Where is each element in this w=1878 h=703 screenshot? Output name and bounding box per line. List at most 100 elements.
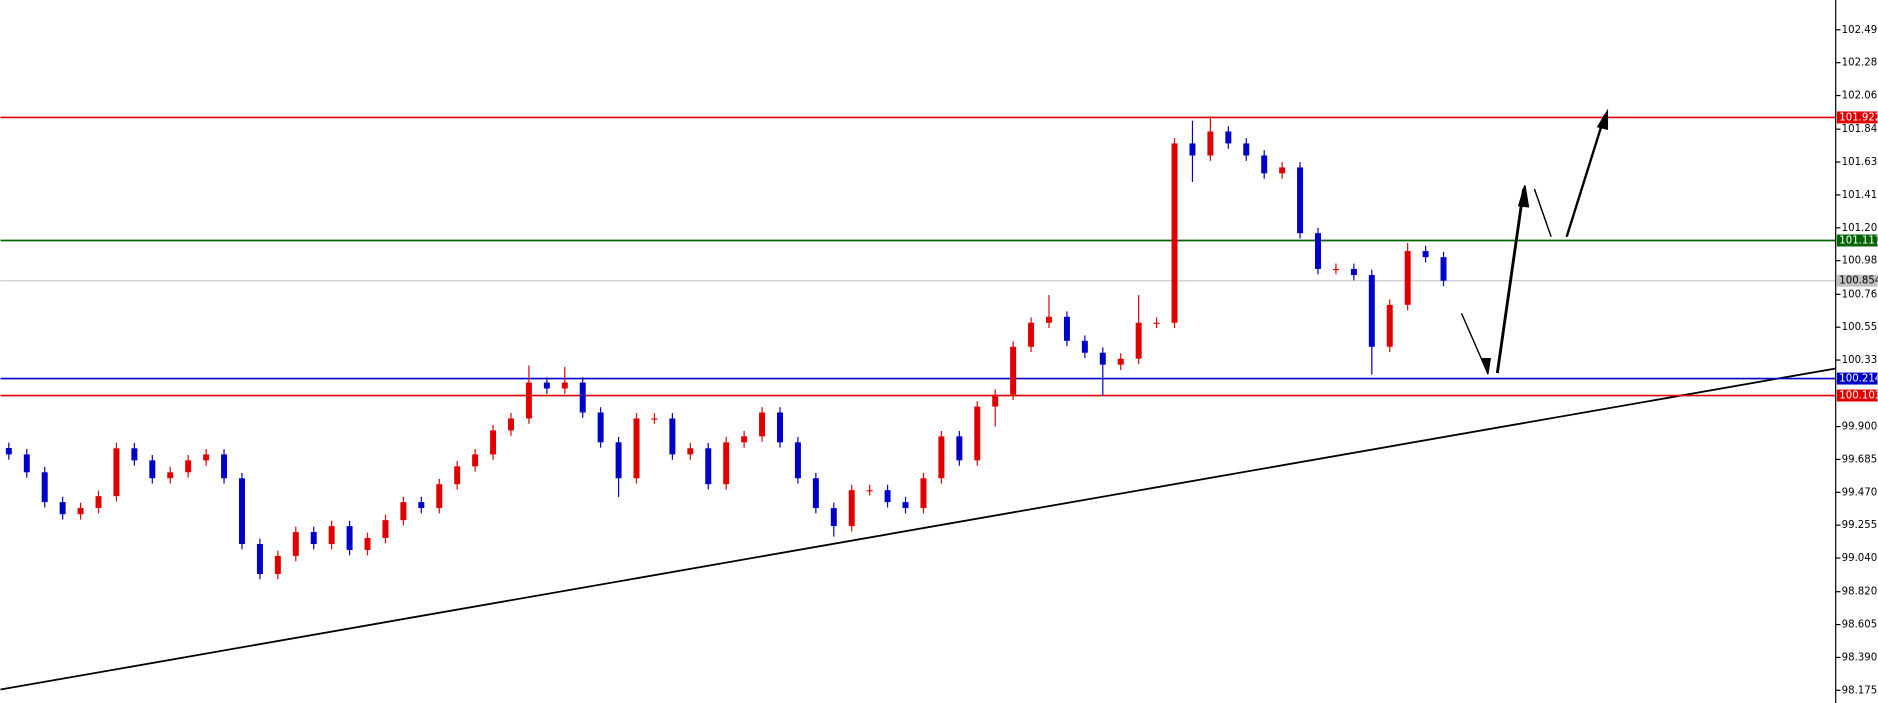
candle-body bbox=[1404, 251, 1411, 305]
candle-body bbox=[884, 490, 891, 503]
y-tick-label: 101.845 bbox=[1842, 124, 1878, 135]
candle-body bbox=[1225, 131, 1232, 144]
arrowhead bbox=[1517, 185, 1530, 208]
candle-body bbox=[1350, 268, 1357, 276]
y-tick-label: 100.765 bbox=[1842, 289, 1878, 300]
candle-body bbox=[238, 478, 245, 544]
candle-body bbox=[59, 502, 66, 515]
level-label-box bbox=[1836, 234, 1878, 247]
candle-body bbox=[956, 436, 963, 461]
candle-body bbox=[382, 520, 389, 539]
y-tick-label: 100.985 bbox=[1842, 256, 1878, 267]
candle-body bbox=[167, 472, 174, 479]
candle-body bbox=[310, 532, 317, 544]
level-label: 101.117 bbox=[1839, 236, 1878, 247]
candle-body bbox=[472, 454, 479, 467]
y-tick-label: 102.280 bbox=[1842, 58, 1878, 69]
candle-body bbox=[113, 448, 120, 497]
candle-body bbox=[454, 466, 461, 485]
candle-body bbox=[866, 490, 873, 492]
y-tick-label: 99.470 bbox=[1842, 487, 1878, 498]
candle-body bbox=[1081, 340, 1088, 353]
candle-body bbox=[1261, 155, 1268, 174]
candle-body bbox=[561, 382, 568, 389]
trend-line bbox=[0, 367, 1836, 691]
level-label-box bbox=[1836, 111, 1878, 124]
y-tick-label: 99.040 bbox=[1842, 553, 1878, 564]
candle-body bbox=[364, 538, 371, 550]
candle-body bbox=[723, 442, 730, 485]
candle-body bbox=[1332, 268, 1339, 271]
y-tick-label: 99.255 bbox=[1842, 520, 1878, 531]
y-tick-label: 98.390 bbox=[1842, 652, 1878, 663]
candle-body bbox=[203, 454, 210, 461]
candle-body bbox=[5, 447, 12, 455]
candle-body bbox=[687, 448, 694, 455]
y-tick-label: 101.415 bbox=[1842, 190, 1878, 201]
candle-body bbox=[759, 412, 766, 437]
candle-body bbox=[346, 526, 353, 550]
candle-body bbox=[794, 442, 801, 479]
level-label-box bbox=[1836, 389, 1878, 402]
y-tick-label: 98.820 bbox=[1842, 587, 1878, 598]
y-tick-label: 100.550 bbox=[1842, 322, 1878, 333]
candle-body bbox=[974, 406, 981, 461]
candle-body bbox=[615, 442, 622, 479]
candle-body bbox=[938, 436, 945, 479]
candle-body bbox=[41, 472, 48, 503]
candle-body bbox=[1171, 143, 1178, 323]
candle-body bbox=[1099, 352, 1106, 365]
candle-body bbox=[1386, 304, 1393, 347]
candle-body bbox=[328, 526, 335, 544]
candle-body bbox=[848, 490, 855, 527]
candle-body bbox=[95, 496, 102, 509]
candle-body bbox=[131, 448, 138, 461]
arrow-pullback bbox=[1533, 188, 1552, 237]
candle-body bbox=[812, 478, 819, 509]
candle-body bbox=[1135, 322, 1142, 359]
candle-body bbox=[1028, 322, 1035, 347]
candle-body bbox=[1368, 275, 1375, 347]
y-tick-label: 101.200 bbox=[1842, 223, 1878, 234]
candle-body bbox=[221, 454, 228, 479]
y-tick-label: 99.900 bbox=[1842, 422, 1878, 433]
candle-body bbox=[579, 382, 586, 413]
candle-body bbox=[77, 508, 84, 515]
candle-body bbox=[543, 382, 550, 389]
y-tick-label: 102.495 bbox=[1842, 25, 1878, 36]
arrowhead bbox=[1596, 108, 1609, 131]
y-tick-label: 101.630 bbox=[1842, 157, 1878, 168]
price-axis: 102.495 102.280 102.065 101.845 101.630 101.4… bbox=[1835, 25, 1878, 696]
candle-body bbox=[741, 436, 748, 443]
candle-body bbox=[1063, 316, 1070, 341]
level-label: 100.854 bbox=[1839, 276, 1878, 287]
y-tick-label: 98.175 bbox=[1842, 685, 1878, 696]
candle-body bbox=[1440, 257, 1447, 281]
candle-body bbox=[418, 502, 425, 509]
candle-body bbox=[992, 394, 999, 407]
level-label: 100.214 bbox=[1839, 374, 1878, 385]
candle-body bbox=[185, 460, 192, 473]
candle-body bbox=[776, 412, 783, 443]
candle-body bbox=[651, 418, 658, 420]
level-label: 101.922 bbox=[1839, 112, 1878, 123]
candle-body bbox=[1207, 131, 1214, 156]
candle-body bbox=[830, 508, 837, 527]
candle-body bbox=[1117, 358, 1124, 365]
candle-body bbox=[1010, 346, 1017, 395]
y-tick-label: 100.335 bbox=[1842, 355, 1878, 366]
candle-body bbox=[633, 418, 640, 479]
level-label: 100.103 bbox=[1839, 391, 1878, 402]
candle-body bbox=[292, 532, 299, 556]
candle-body bbox=[669, 418, 676, 455]
candle-body bbox=[1243, 143, 1250, 156]
candle-body bbox=[507, 418, 514, 431]
arrow-down bbox=[1460, 312, 1488, 371]
candle-body bbox=[149, 460, 156, 479]
level-label-box bbox=[1836, 274, 1878, 287]
candle-body bbox=[23, 454, 30, 473]
candle-body bbox=[525, 382, 532, 419]
